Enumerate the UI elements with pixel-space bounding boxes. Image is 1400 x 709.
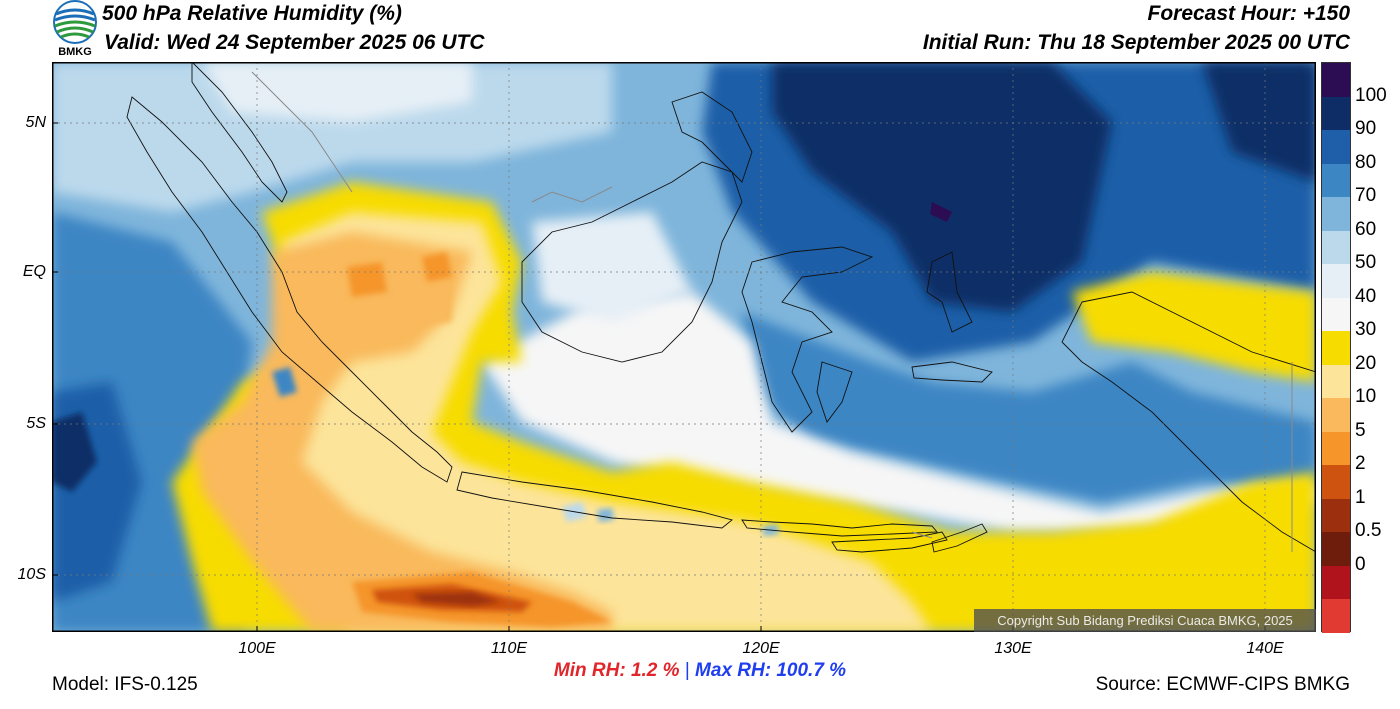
graticule [52, 62, 1316, 632]
colorbar-segment [1322, 264, 1350, 299]
colorbar-label: 1 [1355, 486, 1366, 508]
lon-label-120e: 120E [742, 640, 780, 657]
colorbar-label: 30 [1355, 319, 1377, 341]
colorbar-segment [1322, 130, 1350, 165]
colorbar-segment [1322, 599, 1350, 634]
colorbar-segment [1322, 532, 1350, 567]
initial-run: Initial Run: Thu 18 September 2025 00 UT… [922, 31, 1350, 54]
colorbar-label: 40 [1355, 285, 1377, 307]
colorbar-segment [1322, 331, 1350, 366]
colorbar-segment [1322, 465, 1350, 500]
humidity-map [52, 60, 1317, 632]
lat-label-10s: 10S [17, 566, 46, 583]
colorbar-segment [1322, 364, 1350, 399]
min-max-rh: Min RH: 1.2 % | Max RH: 100.7 % [0, 660, 1400, 682]
logo-text: BMKG [58, 46, 92, 58]
colorbar-label: 10 [1355, 386, 1377, 408]
colorbar-label: 2 [1355, 453, 1366, 475]
bmkg-logo: BMKG [52, 0, 98, 62]
colorbar-label: 50 [1355, 252, 1377, 274]
colorbar-segment [1322, 431, 1350, 466]
colorbar-label: 20 [1355, 352, 1377, 374]
separator: | [684, 660, 690, 681]
colorbar [1321, 62, 1351, 634]
colorbar-label: 90 [1355, 118, 1377, 140]
lon-label-130e: 130E [994, 640, 1032, 657]
model-label: Model: IFS-0.125 [52, 674, 198, 695]
country-borders [251, 71, 1293, 552]
lon-label-110e: 110E [490, 640, 528, 657]
min-rh: Min RH: 1.2 % [553, 660, 680, 681]
lat-label-5s: 5S [26, 415, 46, 432]
valid-time: Valid: Wed 24 September 2025 06 UTC [104, 31, 485, 54]
colorbar-label: 5 [1355, 419, 1366, 441]
colorbar-segment [1322, 230, 1350, 265]
colorbar-segment [1322, 197, 1350, 232]
coastlines [126, 60, 1317, 553]
colorbar-label: 80 [1355, 151, 1377, 173]
colorbar-segment [1322, 498, 1350, 533]
colorbar-label: 60 [1355, 218, 1377, 240]
lat-label-5n: 5N [25, 114, 46, 131]
source-label: Source: ECMWF-CIPS BMKG [1095, 674, 1350, 695]
colorbar-segment [1322, 297, 1350, 332]
max-rh: Max RH: 100.7 % [695, 660, 847, 681]
colorbar-label: 0.5 [1355, 520, 1382, 542]
colorbar-segment [1322, 96, 1350, 131]
colorbar-label: 0 [1355, 553, 1366, 575]
lon-label-140e: 140E [1246, 640, 1284, 657]
forecast-hour: Forecast Hour: +150 [1147, 2, 1351, 25]
colorbar-segment [1322, 398, 1350, 433]
colorbar-label: 70 [1355, 185, 1377, 207]
colorbar-segment [1322, 63, 1350, 98]
colorbar-segment [1322, 565, 1350, 600]
humidity-field [52, 62, 1316, 632]
colorbar-segment [1322, 163, 1350, 198]
map-title: 500 hPa Relative Humidity (%) [102, 2, 402, 25]
copyright-notice: Copyright Sub Bidang Prediksi Cuaca BMKG… [974, 609, 1316, 632]
colorbar-label: 100 [1355, 84, 1387, 106]
lon-label-100e: 100E [238, 640, 276, 657]
lat-label-eq: EQ [22, 263, 46, 280]
